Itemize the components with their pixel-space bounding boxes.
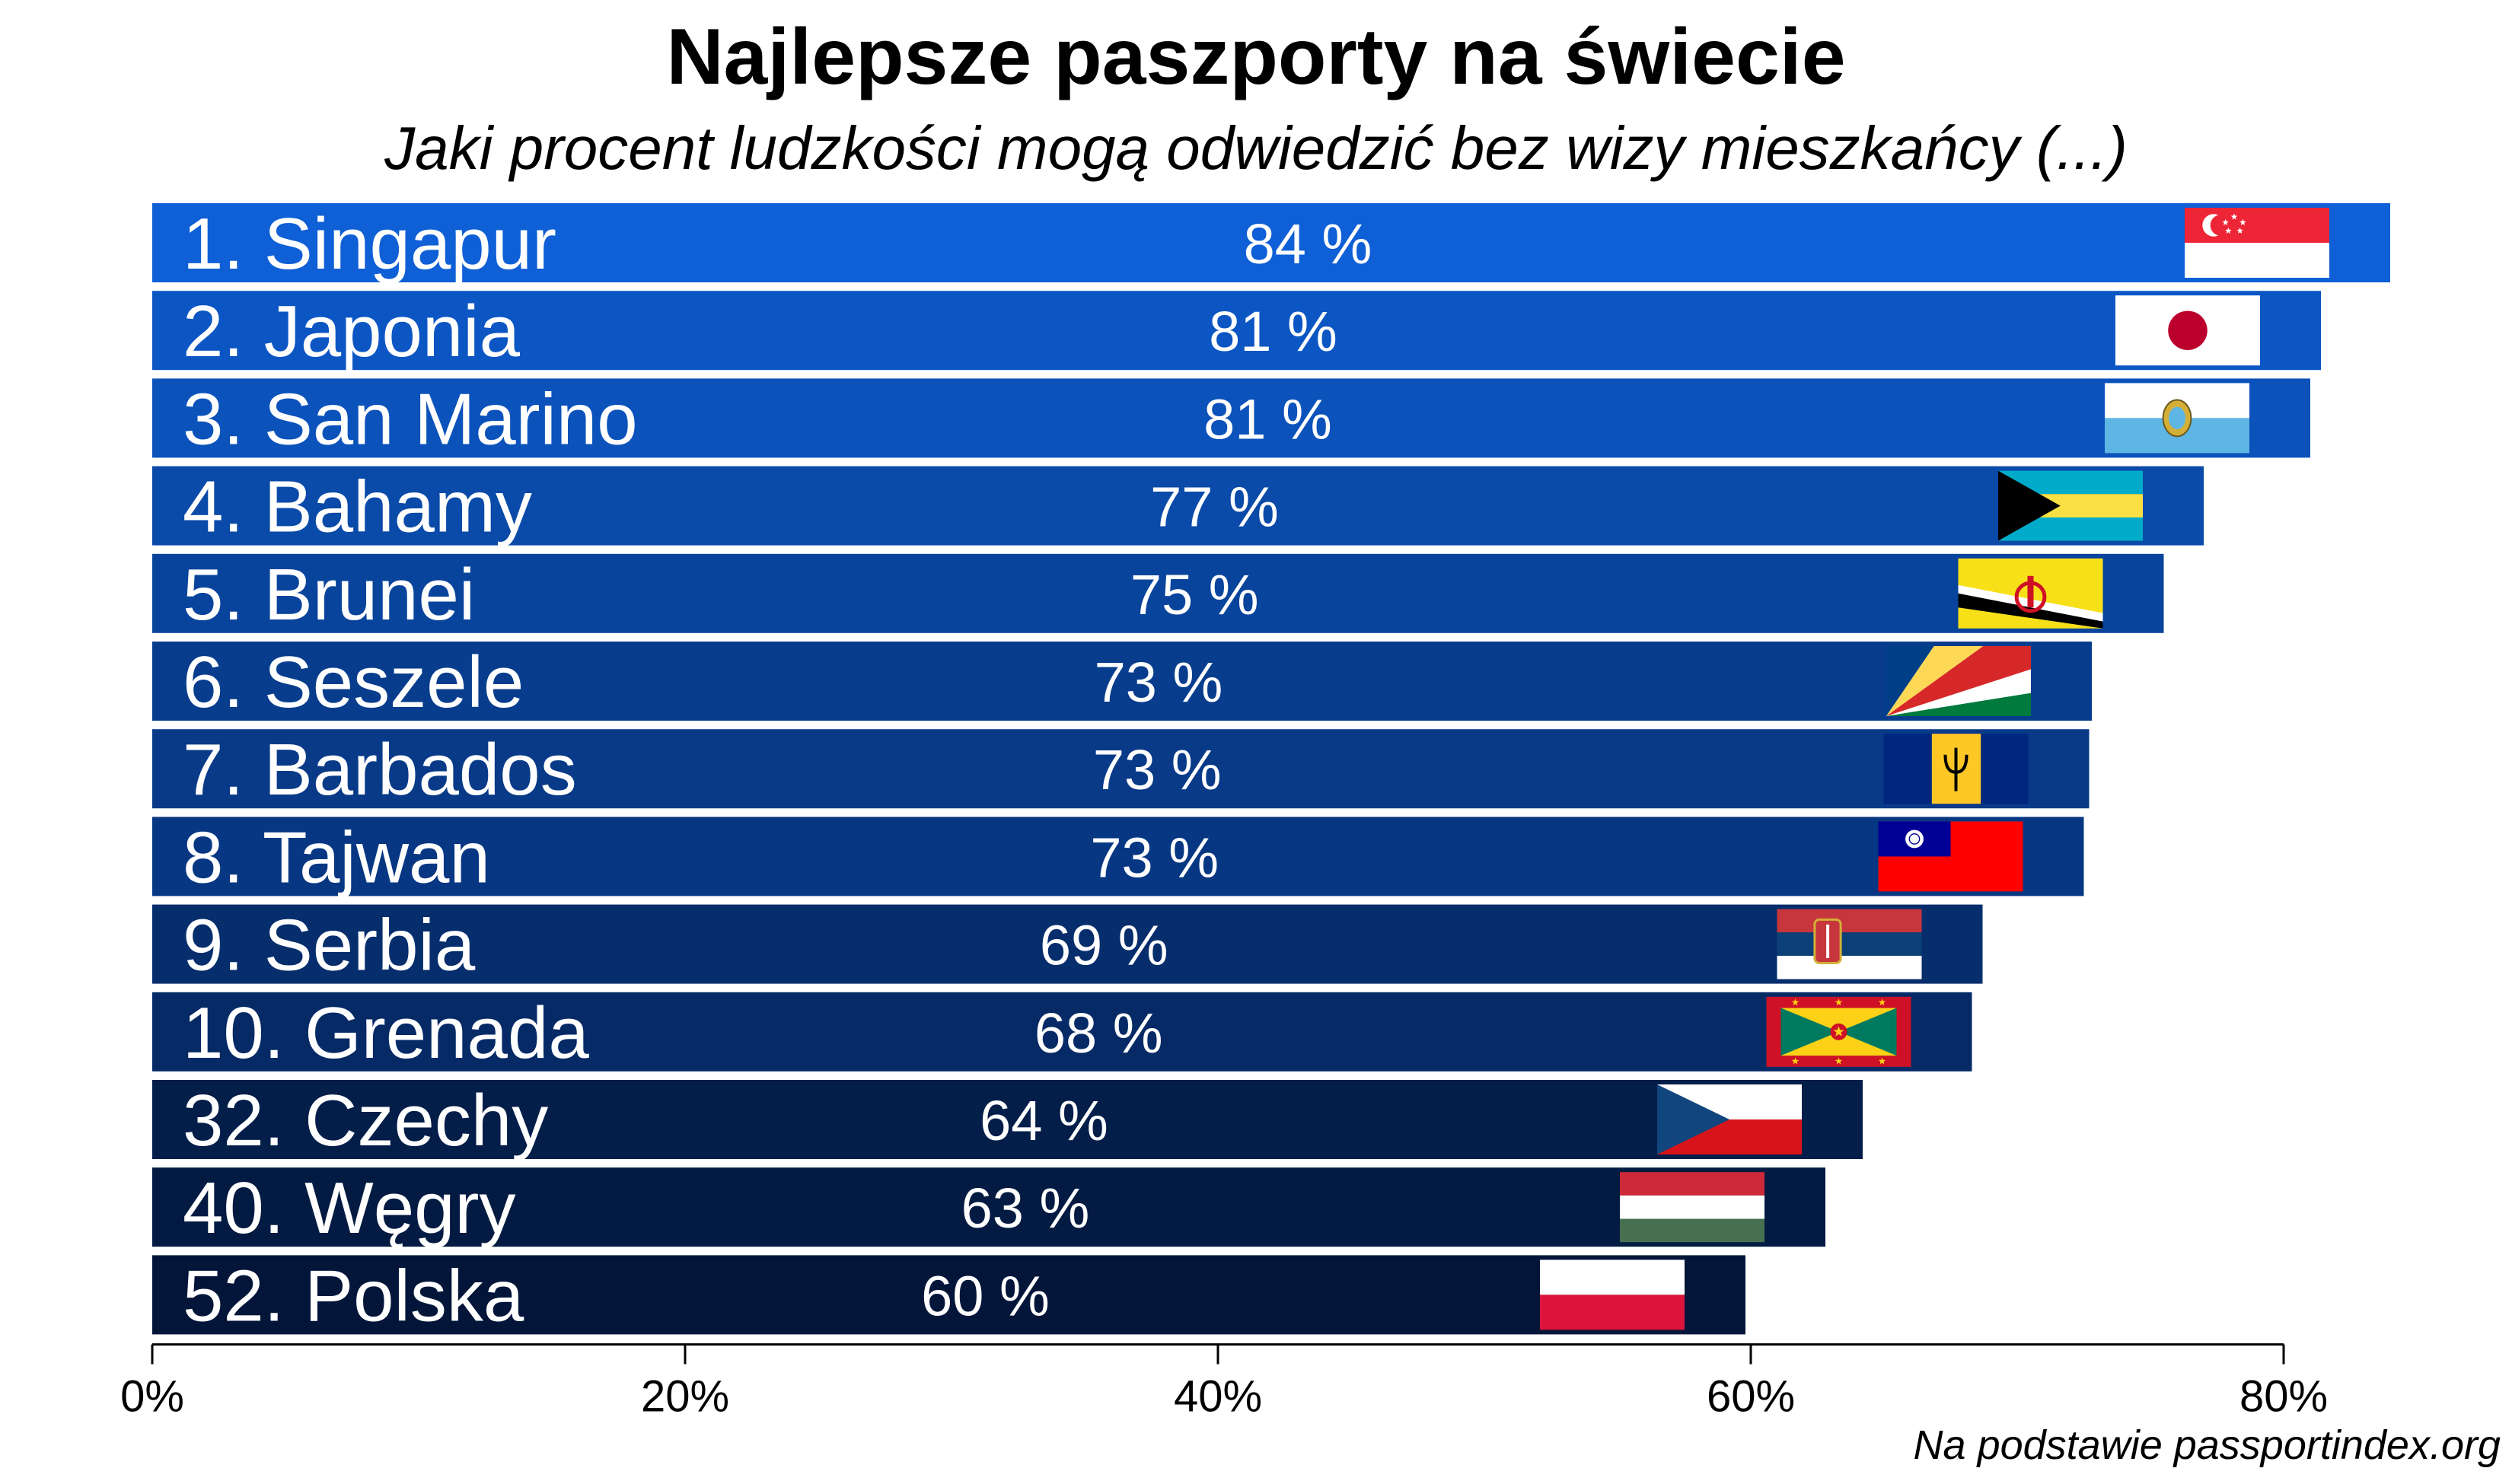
singapore-flag: [2185, 208, 2329, 278]
data-label: 73 %: [1093, 738, 1222, 801]
chart-title: Najlepsze paszporty na świecie: [666, 13, 1845, 101]
japan-flag: [2115, 295, 2260, 366]
bar-group: 5. Brunei 75 %: [152, 553, 2164, 635]
bar-group: 40. Węgry 63 %: [152, 1167, 1825, 1249]
data-label: 60 %: [921, 1264, 1050, 1327]
bar-group: 6. Seszele 73 %: [152, 642, 2092, 723]
data-label: 73 %: [1095, 651, 1223, 714]
bar: [152, 466, 2204, 546]
bar-label: 9. Serbia: [183, 905, 476, 986]
bar-label: 5. Brunei: [183, 554, 475, 635]
bar-group: 4. Bahamy 77 %: [152, 466, 2204, 548]
data-label: 75 %: [1130, 563, 1259, 626]
bar: [152, 1255, 1745, 1335]
bar: [152, 729, 2090, 809]
bahamas-flag: [1998, 470, 2143, 541]
grenada-flag: [1766, 996, 1911, 1067]
bar: [152, 553, 2164, 633]
data-label: 63 %: [961, 1177, 1090, 1240]
data-label: 69 %: [1040, 914, 1168, 977]
bar-label: 8. Tajwan: [183, 817, 490, 898]
x-tick-label: 20%: [641, 1372, 729, 1422]
data-label: 64 %: [980, 1089, 1108, 1152]
bar-group: 52. Polska 60 %: [152, 1255, 1745, 1336]
taiwan-flag: [1878, 821, 2023, 892]
czech-flag: [1657, 1084, 1802, 1154]
bar: [152, 817, 2084, 896]
barbados-flag: [1883, 734, 2029, 804]
bar-group: 7. Barbados 73 %: [152, 729, 2090, 810]
x-axis: 0% 20% 40% 60% 80%: [120, 1343, 2328, 1422]
seychelles-flag: [1886, 646, 2031, 716]
bar-group: 3. San Marino 81 %: [152, 378, 2310, 460]
data-label: 81 %: [1209, 300, 1337, 363]
data-label: 81 %: [1203, 387, 1332, 451]
poland-flag: [1540, 1259, 1685, 1330]
bar-label: 3. San Marino: [183, 378, 638, 460]
bar-group: 10. Grenada 68 %: [152, 992, 1972, 1074]
data-label: 84 %: [1244, 212, 1372, 275]
bar-label: 2. Japonia: [183, 291, 521, 372]
san-marino-flag: [2105, 383, 2249, 454]
bar: [152, 1080, 1863, 1159]
bar-label: 6. Seszele: [183, 642, 524, 723]
x-tick-label: 0%: [120, 1372, 184, 1422]
bar-group: 2. Japonia 81 %: [152, 291, 2321, 372]
bar-label: 32. Czechy: [183, 1080, 548, 1161]
data-label: 77 %: [1150, 476, 1279, 539]
bar: [152, 203, 2390, 282]
bar-label: 4. Bahamy: [183, 467, 532, 548]
serbia-flag: [1777, 909, 1922, 979]
bar: [152, 904, 1983, 984]
bar: [152, 992, 1972, 1072]
bar-label: 52. Polska: [183, 1255, 524, 1336]
data-label: 68 %: [1034, 1002, 1163, 1065]
bar-group: 9. Serbia 69 %: [152, 904, 1983, 986]
bar-label: 10. Grenada: [183, 992, 589, 1074]
chart-subtitle: Jaki procent ludzkości mogą odwiedzić be…: [384, 114, 2128, 182]
bar-label: 7. Barbados: [183, 729, 577, 810]
hungary-flag: [1620, 1172, 1764, 1243]
data-label: 73 %: [1090, 826, 1219, 889]
x-tick-label: 40%: [1174, 1372, 1262, 1422]
bar-group: 32. Czechy 64 %: [152, 1080, 1863, 1161]
bar-group: 1. Singapur 84 %: [152, 203, 2390, 285]
x-tick-label: 80%: [2239, 1372, 2328, 1422]
source-note: Na podstawie passportindex.org: [1914, 1422, 2501, 1468]
bar: [152, 378, 2310, 458]
bar: [152, 1167, 1825, 1247]
x-tick-label: 60%: [1707, 1372, 1795, 1422]
bars-layer: 1. Singapur 84 %2. Japonia 81 %3. San Mari…: [152, 203, 2390, 1336]
bar-group: 8. Tajwan 73 %: [152, 817, 2084, 898]
brunei-flag: [1958, 558, 2103, 629]
bar: [152, 642, 2092, 721]
bar: [152, 291, 2321, 371]
bar-label: 1. Singapur: [183, 203, 556, 285]
bar-label: 40. Węgry: [183, 1167, 515, 1249]
